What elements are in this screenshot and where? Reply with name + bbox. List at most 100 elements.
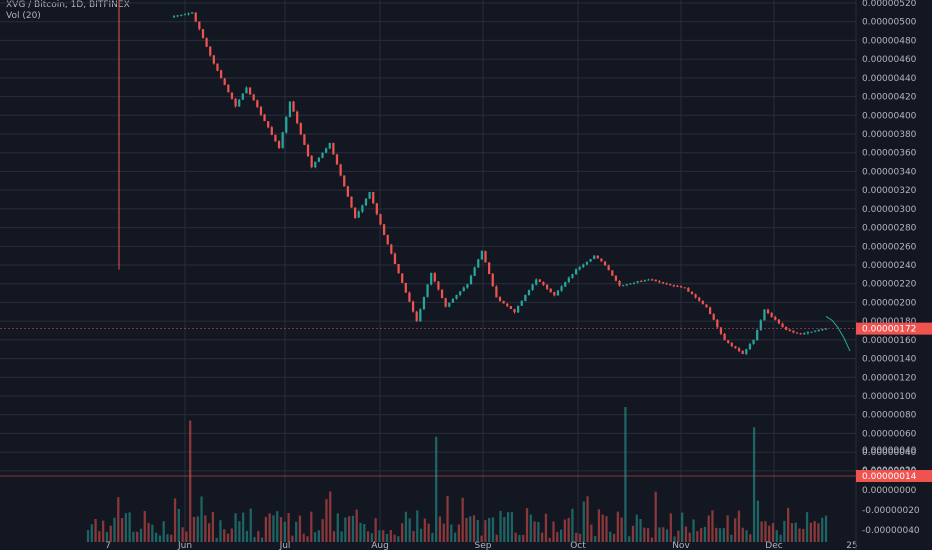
candle-body (292, 101, 295, 112)
volume-bar (155, 532, 158, 542)
volume-bar (192, 516, 196, 542)
candle-body (632, 282, 636, 284)
volume-bar (457, 524, 461, 542)
y-tick-label: 0.00000080 (862, 411, 917, 421)
volume-bar (612, 533, 616, 542)
volume-bar (128, 512, 131, 542)
volume-bar (525, 508, 529, 542)
candle-body (545, 284, 549, 289)
volume-bar (166, 534, 169, 542)
volume-bar (771, 523, 775, 542)
volume-bar (805, 512, 809, 542)
candle-body (824, 328, 828, 330)
volume-bar (446, 495, 449, 542)
y-tick-label: 0.00000440 (862, 74, 917, 84)
volume-bar (537, 521, 540, 542)
candle-body (669, 283, 672, 285)
candle-body (205, 38, 208, 47)
volume-bar (325, 499, 328, 542)
volume-bar (756, 500, 759, 542)
volume-bar (552, 521, 555, 542)
candle-body (622, 285, 625, 287)
volume-bar (105, 532, 109, 542)
candle-body (625, 284, 628, 286)
candle-body (672, 284, 675, 287)
candle-body (814, 330, 817, 332)
volume-bar (794, 522, 797, 542)
volume-indicator-label[interactable]: Vol (20) (6, 11, 41, 21)
candle-body (375, 203, 378, 215)
candle-body (466, 284, 469, 288)
y-tick-label: 0.00000180 (862, 317, 917, 327)
volume-bar (170, 534, 173, 542)
y-tick-label: 0.00000260 (862, 242, 917, 252)
volume-bar (594, 535, 597, 542)
candle-body (267, 121, 270, 128)
candle-body (401, 273, 404, 283)
volume-bar (533, 521, 536, 542)
candle-body (404, 282, 407, 293)
y-tick-label: 0.00000140 (862, 355, 917, 365)
candle-body (277, 141, 281, 148)
volume-bar (359, 522, 362, 542)
candle-body (727, 340, 730, 343)
volume-bar (374, 518, 377, 542)
candle-body (658, 281, 661, 283)
volume-bar (136, 531, 139, 542)
candle-body (335, 154, 339, 165)
candle-body (792, 330, 795, 333)
volume-bar (518, 534, 521, 542)
candle-body (397, 264, 400, 274)
candle-body (361, 205, 364, 212)
volume-bar (567, 517, 570, 542)
volume-bar (461, 497, 464, 542)
volume-bar (609, 531, 612, 542)
candle-body (245, 87, 248, 94)
volume-bar (94, 519, 97, 542)
candle-body (357, 211, 360, 218)
volume-bar (139, 528, 143, 542)
candle-body (495, 286, 498, 298)
volume-bar (658, 527, 661, 542)
volume-bar (548, 537, 551, 542)
volume-bar (158, 535, 162, 542)
volume-bar (242, 512, 245, 542)
volume-bar (510, 511, 513, 542)
volume-bar (635, 514, 638, 542)
volume-bar (200, 496, 203, 542)
volume-bar (177, 508, 180, 542)
candle-body (629, 283, 632, 285)
volume-bar (605, 516, 608, 542)
volume-bar (223, 529, 226, 542)
candle-body (687, 287, 690, 292)
volume-bar (669, 513, 672, 542)
candle-body (596, 255, 599, 259)
volume-bar (378, 530, 381, 542)
candle-body (734, 346, 737, 349)
candle-body (770, 313, 773, 317)
volume-bar (620, 517, 623, 542)
volume-bar (351, 515, 355, 542)
volume-bar (366, 531, 370, 542)
candle-body (759, 320, 762, 331)
volume-bar (677, 530, 680, 542)
candle-body (795, 332, 799, 334)
volume-y-tick-label: 0.00000000 (862, 486, 917, 496)
y-tick-label: 0.00000060 (862, 429, 917, 439)
candle-body (183, 14, 186, 16)
volume-bar (484, 520, 487, 542)
candle-body (194, 12, 197, 22)
candle-body (564, 282, 567, 287)
candle-body (234, 98, 237, 107)
candle-body (339, 164, 342, 176)
volume-bar (419, 528, 423, 542)
candle-body (408, 292, 411, 302)
y-tick-label: 0.00000240 (862, 261, 917, 271)
volume-bar (98, 531, 101, 542)
volume-bar (764, 521, 767, 542)
volume-bar (173, 498, 177, 542)
volume-bar (336, 513, 339, 542)
volume-bar (348, 516, 351, 542)
volume-bar (802, 528, 805, 542)
